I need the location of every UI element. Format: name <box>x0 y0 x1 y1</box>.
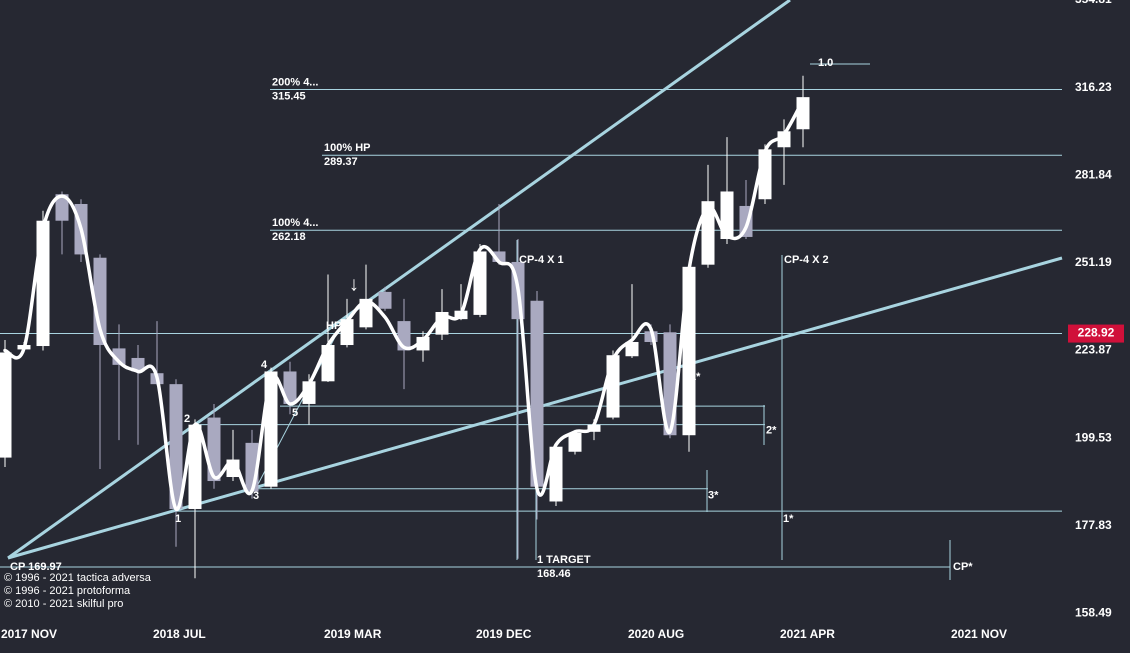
annotation: CP* <box>953 561 973 573</box>
plot: 354.81 316.23 281.84 251.19 223.87 199.53 177.… <box>0 0 1112 641</box>
annotation: CP-4 X 2 <box>784 254 829 266</box>
wave-label: HP <box>326 320 341 332</box>
candle-body <box>416 336 430 351</box>
x-tick-label: 2020 AUG <box>628 627 684 641</box>
y-tick-label: 158.49 <box>1075 606 1112 620</box>
y-tick-label: 251.19 <box>1075 255 1112 269</box>
candle-body <box>131 357 145 372</box>
x-tick-label: 2021 NOV <box>951 627 1007 641</box>
x-tick-label: 2018 JUL <box>153 627 206 641</box>
candle-body <box>0 352 12 458</box>
annotation: CP 169.97 <box>10 561 62 573</box>
wave-label: 4 <box>261 359 268 371</box>
y-tick-label: 177.83 <box>1075 518 1112 532</box>
candle-body <box>207 417 221 482</box>
moving-average <box>3 98 805 511</box>
candle-body <box>587 424 601 432</box>
wave-label: 1 <box>175 513 181 525</box>
candle-body <box>625 341 639 357</box>
x-tick-label: 2017 NOV <box>1 627 57 641</box>
candle-body <box>359 298 373 328</box>
level-label: 100% HP <box>324 142 370 154</box>
candle-body <box>264 371 278 487</box>
wave-label: 1* <box>690 371 701 383</box>
candle-body <box>283 371 297 404</box>
trendline <box>7 0 791 560</box>
star-level-label: 1* <box>783 513 794 525</box>
candle-body <box>36 220 50 347</box>
level-label: 1 TARGET <box>537 554 591 566</box>
last-price-label: 228.92 <box>1078 326 1115 340</box>
candle-body <box>188 424 202 509</box>
wave-label: 5 <box>292 407 298 419</box>
candle-body <box>530 300 544 487</box>
wave-label: 2 <box>184 413 190 425</box>
annotation: CP-4 X 1 <box>519 254 564 266</box>
candle-body <box>378 291 392 309</box>
candle-body <box>701 201 715 265</box>
level-value: 168.46 <box>537 568 571 580</box>
x-tick-label: 2019 DEC <box>476 627 532 641</box>
candle-body <box>720 191 734 239</box>
level-label: 100% 4... <box>272 217 318 229</box>
candle-body <box>644 331 658 342</box>
candle-body <box>492 251 506 262</box>
star-level-label: 2* <box>766 425 777 437</box>
annotations: CP 169.97 CP-4 X 1 CP-4 X 2 CP* 1 2 3 4 … <box>4 57 973 610</box>
candle-body <box>169 384 183 509</box>
candle-body <box>568 432 582 452</box>
y-tick-label: 199.53 <box>1075 430 1112 444</box>
star-level-label: 3* <box>708 490 719 502</box>
arrow: ↓ <box>349 273 359 295</box>
annotation: 1.0 <box>818 57 833 69</box>
candle-body <box>473 251 487 315</box>
level-value: 289.37 <box>324 156 358 168</box>
y-tick-label: 223.87 <box>1075 343 1112 357</box>
wave-label: 3 <box>253 490 259 502</box>
y-tick-label: 316.23 <box>1075 80 1112 94</box>
level-value: 262.18 <box>272 231 306 243</box>
x-tick-label: 2021 APR <box>780 627 835 641</box>
copyright: © 1996 - 2021 protoforma <box>4 585 131 597</box>
y-tick-label: 354.81 <box>1075 0 1112 6</box>
level-value: 315.45 <box>272 90 306 102</box>
x-tick-label: 2019 MAR <box>324 627 382 641</box>
copyright: © 2010 - 2021 skilful pro <box>4 598 123 610</box>
copyright: © 1996 - 2021 tactica adversa <box>4 572 152 584</box>
y-tick-label: 281.84 <box>1075 167 1112 181</box>
last-price-badge <box>1068 324 1124 343</box>
candle-body <box>55 194 69 221</box>
level-label: 200% 4... <box>272 76 318 88</box>
